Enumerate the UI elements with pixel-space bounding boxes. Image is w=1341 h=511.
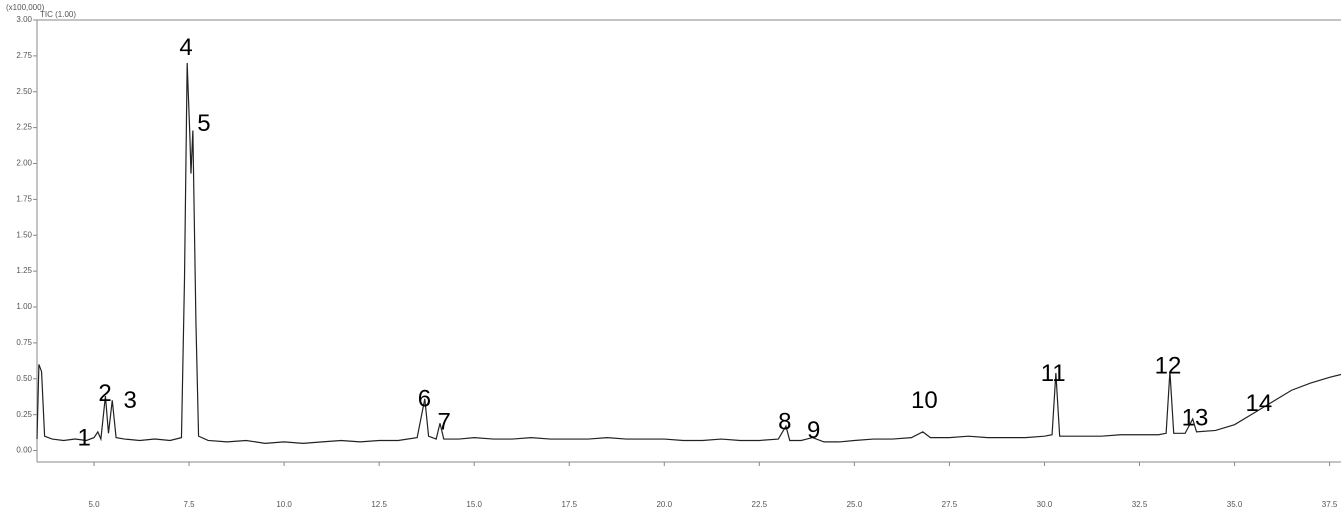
y-tick-label: 0.00	[16, 446, 32, 455]
x-tick-label: 12.5	[371, 500, 387, 509]
x-tick-label: 35.0	[1227, 500, 1243, 509]
y-tick-label: 1.00	[16, 302, 32, 311]
y-tick-label: 2.50	[16, 87, 32, 96]
y-tick-label: 0.50	[16, 374, 32, 383]
peak-label: 9	[807, 417, 820, 444]
x-tick-label: 30.0	[1037, 500, 1053, 509]
y-tick-label: 2.25	[16, 123, 32, 132]
peak-label: 14	[1246, 390, 1273, 417]
scale-header: (x100,000)	[6, 3, 45, 12]
x-tick-label: 5.0	[88, 500, 100, 509]
y-tick-label: 1.50	[16, 230, 32, 239]
x-tick-label: 25.0	[847, 500, 863, 509]
peak-label: 10	[911, 387, 938, 414]
x-tick-label: 37.5	[1322, 500, 1338, 509]
peak-label: 2	[98, 380, 111, 407]
y-tick-label: 2.00	[16, 159, 32, 168]
y-tick-label: 1.75	[16, 194, 32, 203]
peak-label: 8	[778, 409, 791, 436]
y-tick-label: 3.00	[16, 15, 32, 24]
peak-label: 3	[123, 387, 136, 414]
trace-label: TIC (1.00)	[40, 10, 76, 19]
peak-label: 11	[1041, 360, 1066, 387]
peak-label: 13	[1182, 404, 1209, 431]
x-tick-label: 32.5	[1132, 500, 1148, 509]
x-tick-label: 10.0	[276, 500, 292, 509]
peak-label: 12	[1155, 353, 1182, 380]
x-tick-label: 27.5	[942, 500, 958, 509]
chromatogram-trace	[36, 63, 1341, 444]
y-tick-label: 0.75	[16, 338, 32, 347]
y-tick-label: 1.25	[16, 266, 32, 275]
x-tick-label: 7.5	[184, 500, 196, 509]
x-tick-label: 15.0	[466, 500, 482, 509]
peak-label: 7	[437, 409, 450, 436]
y-tick-label: 2.75	[16, 51, 32, 60]
x-tick-label: 22.5	[752, 500, 768, 509]
peak-label: 5	[197, 110, 210, 137]
peak-label: 6	[418, 386, 431, 413]
x-tick-label: 20.0	[656, 500, 672, 509]
peak-label: 1	[77, 424, 90, 451]
peak-label: 4	[179, 34, 192, 61]
y-tick-label: 0.25	[16, 410, 32, 419]
x-tick-label: 17.5	[561, 500, 577, 509]
